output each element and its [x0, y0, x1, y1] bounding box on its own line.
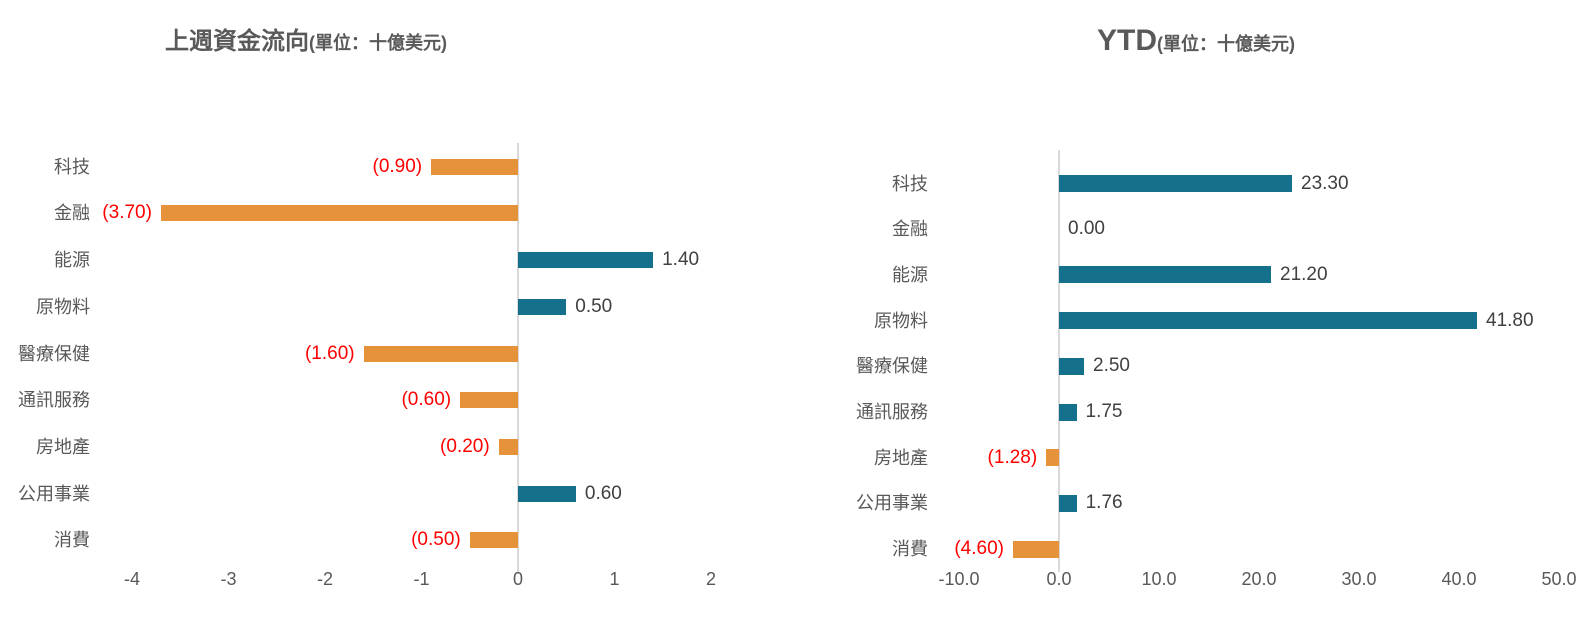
category-label: 金融	[54, 203, 90, 224]
category-label: 科技	[54, 156, 90, 177]
x-tick-label: -1	[413, 569, 430, 589]
x-tick-label: 30.0	[1341, 569, 1377, 589]
x-tick-label: -4	[123, 569, 140, 589]
ytd-chart-title: YTD(單位：十億美元)	[1097, 24, 1295, 58]
category-label: 能源	[892, 264, 928, 285]
category-label: 原物料	[36, 296, 90, 317]
category-label: 公用事業	[856, 493, 928, 514]
category-label: 消費	[892, 539, 928, 560]
category-label: 房地產	[36, 436, 90, 457]
positive-bar	[1059, 403, 1077, 421]
positive-bar	[1059, 266, 1271, 284]
ytd-title-unit: (單位：十億美元)	[1157, 33, 1295, 54]
negative-value-label: (1.60)	[304, 342, 355, 364]
x-tick-label: 1	[609, 569, 620, 589]
weekly-flow-title-text: 上週資金流向	[165, 27, 309, 55]
negative-value-label: (0.20)	[440, 435, 490, 457]
x-tick-label: -3	[220, 569, 237, 589]
negative-bar	[160, 205, 518, 222]
category-label: 通訊服務	[856, 402, 928, 422]
x-tick-label: 40.0	[1441, 569, 1477, 589]
positive-bar	[1059, 312, 1477, 330]
positive-value-label: 0.50	[575, 295, 613, 317]
negative-value-label: (4.60)	[954, 538, 1004, 560]
category-label: 公用事業	[18, 483, 90, 504]
positive-value-label: 1.75	[1085, 401, 1123, 422]
negative-bar	[1046, 449, 1059, 467]
negative-bar	[498, 438, 518, 455]
category-label: 原物料	[874, 310, 928, 331]
category-label: 醫療保健	[18, 343, 90, 364]
positive-bar	[1059, 494, 1077, 512]
category-label: 消費	[54, 530, 90, 551]
positive-bar	[518, 298, 567, 315]
positive-value-label: 1.40	[662, 249, 700, 271]
negative-value-label: (3.70)	[102, 202, 152, 224]
positive-value-label: 41.80	[1486, 309, 1534, 331]
negative-bar	[1013, 540, 1059, 558]
positive-value-label: 2.50	[1093, 355, 1130, 377]
negative-value-label: (0.50)	[411, 529, 461, 551]
category-label: 通訊服務	[18, 390, 90, 411]
positive-value-label: 0.60	[584, 482, 622, 504]
negative-bar	[363, 345, 518, 362]
category-label: 科技	[892, 173, 928, 194]
x-tick-label: 20.0	[1241, 569, 1277, 589]
ytd-title-text: YTD	[1097, 23, 1157, 57]
x-tick-label: -2	[316, 569, 333, 589]
positive-value-label: 0.00	[1068, 218, 1105, 240]
positive-value-label: 1.76	[1085, 492, 1123, 514]
x-tick-label: -10.0	[938, 569, 980, 589]
positive-bar	[1059, 357, 1084, 375]
negative-value-label: (0.60)	[401, 389, 452, 411]
category-label: 醫療保健	[856, 356, 928, 377]
x-tick-label: 0.0	[1046, 569, 1072, 589]
negative-bar	[460, 392, 518, 409]
positive-bar	[518, 252, 654, 269]
negative-bar	[469, 532, 518, 549]
x-tick-label: 0	[512, 569, 523, 589]
weekly-flow-chart-title: 上週資金流向(單位：十億美元)	[165, 26, 447, 58]
positive-value-label: 21.20	[1280, 263, 1328, 285]
negative-value-label: (1.28)	[987, 446, 1038, 468]
weekly-flow-title-unit: (單位：十億美元)	[309, 32, 447, 53]
positive-bar	[518, 485, 576, 502]
category-label: 房地產	[874, 447, 928, 468]
negative-bar	[431, 158, 518, 175]
positive-value-label: 23.30	[1301, 172, 1349, 194]
negative-value-label: (0.90)	[372, 155, 423, 177]
x-tick-label: 10.0	[1141, 569, 1177, 589]
category-label: 能源	[54, 250, 90, 271]
x-tick-label: 2	[705, 569, 716, 589]
x-tick-label: 50.0	[1541, 569, 1577, 589]
positive-bar	[1059, 175, 1292, 192]
category-label: 金融	[892, 219, 928, 240]
zero-axis-line	[517, 143, 519, 573]
